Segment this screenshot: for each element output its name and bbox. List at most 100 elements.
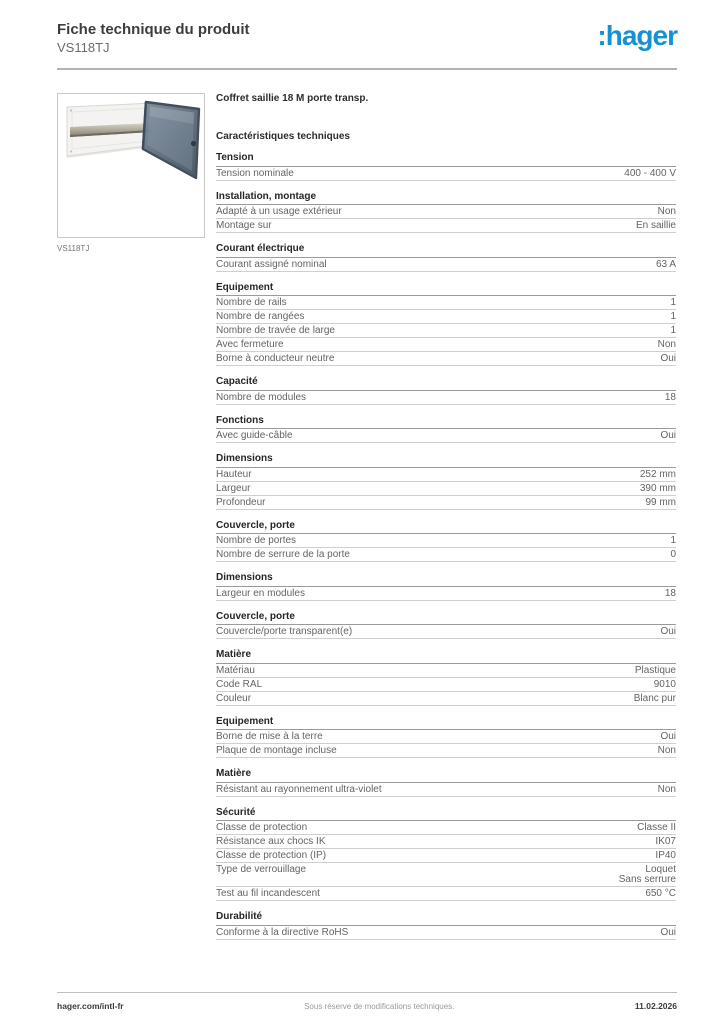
spec-label: Nombre de rangées	[216, 311, 305, 322]
spec-label: Test au fil incandescent	[216, 888, 320, 899]
enclosure-illustration	[66, 100, 201, 180]
spec-label: Nombre de serrure de la porte	[216, 549, 350, 560]
footer: hager.com/intl-fr Sous réserve de modifi…	[57, 1001, 677, 1011]
spec-label: Largeur en modules	[216, 587, 305, 599]
spec-section: Fonctions Avec guide-câble Oui	[216, 415, 676, 443]
spec-section: Couvercle, porte Couvercle/porte transpar…	[216, 611, 676, 639]
spec-value: 0	[670, 549, 676, 560]
spec-label: Profondeur	[216, 496, 266, 508]
section-title: Couvercle, porte	[216, 611, 676, 625]
section-title: Tension	[216, 153, 676, 167]
footer-divider	[57, 992, 677, 993]
spec-label: Borne de mise à la terre	[216, 731, 323, 742]
spec-row: Profondeur 99 mm	[216, 496, 676, 510]
spec-value: Non	[657, 745, 676, 756]
spec-section: Dimensions Hauteur 252 mm Largeur 390 mm Prof…	[216, 454, 676, 510]
spec-label: Avec fermeture	[216, 339, 284, 350]
spec-value: Non	[657, 206, 676, 217]
spec-row: Avec fermeture Non	[216, 338, 676, 352]
section-title: Matière	[216, 650, 676, 664]
spec-label: Classe de protection	[216, 822, 308, 833]
spec-row: Avec guide-câble Oui	[216, 429, 676, 443]
hager-logo: :hager	[597, 20, 678, 51]
section-title: Couvercle, porte	[216, 520, 676, 534]
spec-row: Borne de mise à la terre Oui	[216, 730, 676, 744]
spec-label: Nombre de modules	[216, 391, 307, 403]
spec-label: Nombre de rails	[216, 297, 287, 308]
spec-value: 1	[670, 311, 676, 322]
spec-value: 99 mm	[645, 496, 676, 508]
spec-row: Adapté à un usage extérieur Non	[216, 205, 676, 219]
image-caption: VS118TJ	[57, 244, 90, 253]
spec-row: Montage sur En saillie	[216, 219, 676, 233]
section-title: Fonctions	[216, 415, 676, 429]
spec-section: Dimensions Largeur en modules 18	[216, 573, 676, 601]
section-title: Equipement	[216, 716, 676, 730]
page-title: Fiche technique du produit	[57, 21, 250, 38]
spec-value: Oui	[660, 731, 676, 742]
spec-section: Couvercle, porte Nombre de portes 1 Nombre …	[216, 520, 676, 562]
spec-row: Largeur en modules 18	[216, 587, 676, 601]
spec-value: Non	[657, 783, 676, 795]
spec-label: Conforme à la directive RoHS	[216, 926, 349, 938]
spec-value: 63 A	[655, 258, 676, 270]
spec-row: Test au fil incandescent 650 °C	[216, 887, 676, 901]
spec-value: IP40	[655, 850, 676, 861]
spec-value: Oui	[660, 626, 676, 637]
spec-value: 1	[670, 325, 676, 336]
product-description: Coffret saillie 18 M porte transp.	[216, 93, 369, 104]
section-title: Equipement	[216, 282, 676, 296]
spec-section: Capacité Nombre de modules 18	[216, 377, 676, 405]
spec-row: Nombre de rangées 1	[216, 310, 676, 324]
spec-value: Loquet Sans serrure	[618, 864, 676, 885]
spec-row: Courant assigné nominal 63 A	[216, 258, 676, 272]
spec-row: Tension nominale 400 - 400 V	[216, 167, 676, 181]
spec-value: Oui	[660, 353, 676, 364]
section-title: Sécurité	[216, 807, 676, 821]
section-title: Matière	[216, 769, 676, 783]
spec-row: Classe de protection (IP) IP40	[216, 849, 676, 863]
footer-disclaimer: Sous réserve de modifications techniques…	[304, 1002, 455, 1011]
spec-section: Matière Matériau Plastique Code RAL 9010 Coul…	[216, 650, 676, 706]
spec-row: Nombre de travée de large 1	[216, 324, 676, 338]
spec-value: 9010	[653, 678, 676, 690]
spec-value: En saillie	[635, 220, 676, 231]
spec-label: Résistance aux chocs IK	[216, 836, 326, 847]
spec-value: 650 °C	[645, 888, 676, 899]
section-title: Dimensions	[216, 573, 676, 587]
spec-value: Oui	[660, 430, 676, 441]
spec-label: Hauteur	[216, 468, 252, 480]
spec-label: Couvercle/porte transparent(e)	[216, 626, 353, 637]
section-title: Installation, montage	[216, 191, 676, 205]
section-title: Courant électrique	[216, 244, 676, 258]
spec-label: Couleur	[216, 692, 252, 704]
spec-section: Sécurité Classe de protection Classe II Rés…	[216, 807, 676, 901]
spec-row: Conforme à la directive RoHS Oui	[216, 926, 676, 940]
spec-label: Nombre de portes	[216, 535, 297, 546]
spec-section: Equipement Nombre de rails 1 Nombre de rang…	[216, 282, 676, 366]
spec-column: Coffret saillie 18 M porte transp. Carac…	[216, 93, 676, 940]
spec-section: Durabilité Conforme à la directive RoHS Ou…	[216, 912, 676, 940]
spec-label: Type de verrouillage	[216, 864, 307, 875]
spec-value: Classe II	[637, 822, 676, 833]
spec-row: Classe de protection Classe II	[216, 821, 676, 835]
spec-label: Résistant au rayonnement ultra-violet	[216, 783, 382, 795]
spec-section: Equipement Borne de mise à la terre Oui Pla…	[216, 716, 676, 758]
spec-label: Montage sur	[216, 220, 272, 231]
spec-label: Largeur	[216, 482, 251, 494]
spec-row: Couvercle/porte transparent(e) Oui	[216, 625, 676, 639]
spec-label: Adapté à un usage extérieur	[216, 206, 342, 217]
spec-value: 400 - 400 V	[624, 167, 676, 179]
section-title: Capacité	[216, 377, 676, 391]
spec-value: 18	[664, 391, 676, 403]
footer-date: 11.02.2026	[634, 1001, 677, 1011]
footer-website-link[interactable]: hager.com/intl-fr	[57, 1001, 124, 1011]
spec-row: Résistant au rayonnement ultra-violet Non	[216, 783, 676, 797]
section-title: Dimensions	[216, 454, 676, 468]
spec-label: Nombre de travée de large	[216, 325, 335, 336]
spec-label: Borne à conducteur neutre	[216, 353, 335, 364]
spec-value: 252 mm	[639, 468, 676, 480]
spec-section: Matière Résistant au rayonnement ultra-vi…	[216, 769, 676, 797]
spec-label: Code RAL	[216, 678, 263, 690]
